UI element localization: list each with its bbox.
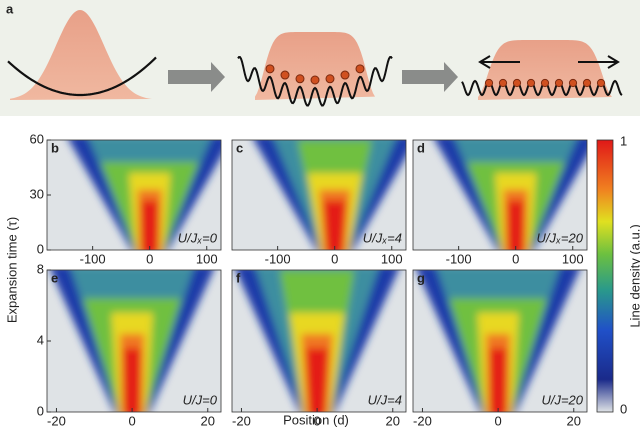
lattice bbox=[237, 55, 393, 107]
heatmap bbox=[232, 270, 406, 412]
frame bbox=[231, 269, 407, 413]
heatmap bbox=[413, 140, 587, 250]
x-tick-label: 100 bbox=[562, 251, 584, 266]
panel-label: e bbox=[51, 270, 58, 285]
frame bbox=[412, 139, 588, 251]
annotation: U/Jₓ=20 bbox=[536, 230, 583, 245]
atom bbox=[554, 78, 564, 88]
arrow bbox=[478, 55, 520, 69]
y-tick-label: 4 bbox=[37, 332, 44, 347]
x-tick-label: 20 bbox=[201, 413, 215, 428]
density-layer bbox=[323, 200, 346, 250]
atom bbox=[582, 78, 592, 88]
frame bbox=[412, 269, 588, 413]
panel-label: b bbox=[51, 140, 59, 155]
x-tick-label: 20 bbox=[567, 413, 581, 428]
heatmap bbox=[413, 270, 587, 412]
panel-label: a bbox=[6, 1, 14, 16]
atom bbox=[310, 75, 320, 85]
y-tick-label: 0 bbox=[37, 241, 44, 256]
arrow bbox=[578, 55, 620, 69]
heatmap bbox=[47, 140, 221, 250]
frame bbox=[231, 139, 407, 251]
density-map bbox=[434, 140, 587, 250]
atom bbox=[512, 78, 522, 88]
density-map bbox=[235, 270, 399, 412]
annotation: U/J=0 bbox=[183, 392, 218, 407]
arrow bbox=[402, 62, 458, 92]
y-tick-label: 0 bbox=[37, 403, 44, 418]
x-tick-label: 20 bbox=[386, 413, 400, 428]
x-tick-label: -100 bbox=[265, 251, 291, 266]
arrow bbox=[168, 62, 225, 92]
x-tick-label: 100 bbox=[196, 251, 218, 266]
panel-label: c bbox=[236, 140, 243, 155]
density bbox=[10, 10, 152, 100]
x-tick-label: 100 bbox=[381, 251, 403, 266]
x-tick-label: 0 bbox=[331, 251, 338, 266]
density bbox=[478, 40, 612, 100]
x-axis-label: Position (d) bbox=[283, 412, 349, 427]
x-tick-label: 0 bbox=[146, 251, 153, 266]
density-layer bbox=[506, 200, 525, 250]
atom bbox=[295, 74, 305, 84]
colorbar-label: Line density (a.u.) bbox=[627, 224, 640, 327]
annotation: U/J=20 bbox=[541, 392, 583, 407]
density-layer bbox=[489, 348, 507, 412]
density-map bbox=[68, 140, 221, 250]
density-map bbox=[416, 270, 580, 412]
y-tick-label: 30 bbox=[30, 186, 44, 201]
x-tick-label: -20 bbox=[47, 413, 66, 428]
atom bbox=[340, 70, 350, 80]
atom bbox=[498, 78, 508, 88]
atom bbox=[596, 78, 606, 88]
trap bbox=[7, 56, 157, 97]
x-tick-label: -20 bbox=[413, 413, 432, 428]
colorbar-min: 0 bbox=[620, 401, 627, 416]
density-layer bbox=[305, 348, 329, 412]
atom bbox=[484, 78, 494, 88]
density-map bbox=[50, 270, 214, 412]
x-tick-label: 0 bbox=[494, 413, 501, 428]
x-tick-label: -100 bbox=[446, 251, 472, 266]
heatmap bbox=[232, 140, 406, 250]
atom bbox=[540, 78, 550, 88]
y-tick-label: 8 bbox=[37, 261, 44, 276]
heatmap bbox=[47, 270, 221, 412]
colorbar bbox=[596, 139, 614, 413]
x-tick-label: 0 bbox=[313, 413, 320, 428]
atom bbox=[265, 64, 275, 74]
x-tick-label: 0 bbox=[128, 413, 135, 428]
atom bbox=[280, 70, 290, 80]
x-tick-label: 0 bbox=[512, 251, 519, 266]
density-map bbox=[253, 140, 406, 250]
panel-label: f bbox=[236, 270, 241, 285]
schematic bbox=[7, 10, 623, 107]
panel-label: g bbox=[417, 270, 425, 285]
density-layer bbox=[140, 200, 159, 250]
annotation: U/Jₓ=0 bbox=[178, 230, 218, 245]
atom bbox=[325, 74, 335, 84]
x-tick-label: -100 bbox=[80, 251, 106, 266]
annotation: U/Jₓ=4 bbox=[363, 230, 402, 245]
y-axis-label: Expansion time (τ) bbox=[4, 217, 19, 323]
atom bbox=[355, 64, 365, 74]
y-tick-label: 60 bbox=[30, 131, 44, 146]
x-tick-label: -20 bbox=[232, 413, 251, 428]
atom bbox=[568, 78, 578, 88]
annotation: U/J=4 bbox=[368, 392, 402, 407]
atom bbox=[526, 78, 536, 88]
colorbar-max: 1 bbox=[620, 133, 627, 148]
density-layer bbox=[123, 348, 141, 412]
panel-label: d bbox=[417, 140, 425, 155]
